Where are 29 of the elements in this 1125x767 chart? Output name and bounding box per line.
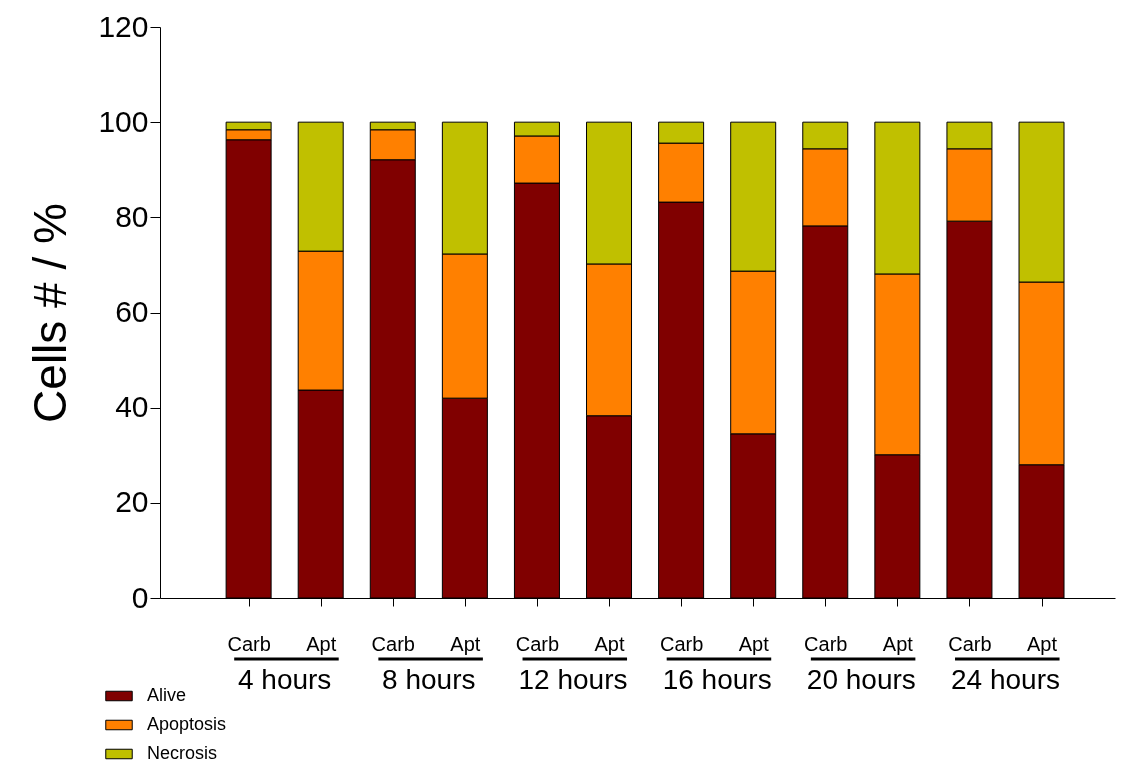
text: 8 hours [382,664,476,695]
legend-label: Necrosis [147,743,218,763]
text: 12 hours [518,664,628,695]
x-tick-label: Apt [738,632,770,655]
y-tick-label: 80 [115,199,149,233]
y-tick-label: 40 [115,390,149,424]
legend-label: Alive [147,685,187,705]
x-tick-label: Carb [515,632,560,655]
x-tick-label: Apt [1027,632,1058,655]
y-tick-label: 60 [115,295,149,328]
y-axis-title: Cells # / % [24,203,77,423]
y-tick-label: 120 [98,9,149,43]
y-tick-label: 100 [98,104,149,138]
x-tick-label: Carb [371,632,415,655]
x-tick-label: Apt [882,632,914,655]
y-tick-label: 0 [131,580,149,614]
x-tick-label: Carb [804,632,848,655]
text: 24 hours [951,664,1060,695]
x-tick-label: Apt [594,632,625,655]
x-tick-label: Carb [227,632,271,655]
y-tick-label: 20 [115,485,149,519]
x-tick-label: Carb [948,632,992,655]
legend-label: Apoptosis [147,714,227,734]
x-tick-label: Apt [450,632,481,655]
text: 20 hours [806,664,916,695]
text: 16 hours [662,664,772,695]
x-tick-label: Apt [306,632,337,655]
text: 4 hours [237,664,332,695]
x-tick-label: Carb [659,632,704,655]
